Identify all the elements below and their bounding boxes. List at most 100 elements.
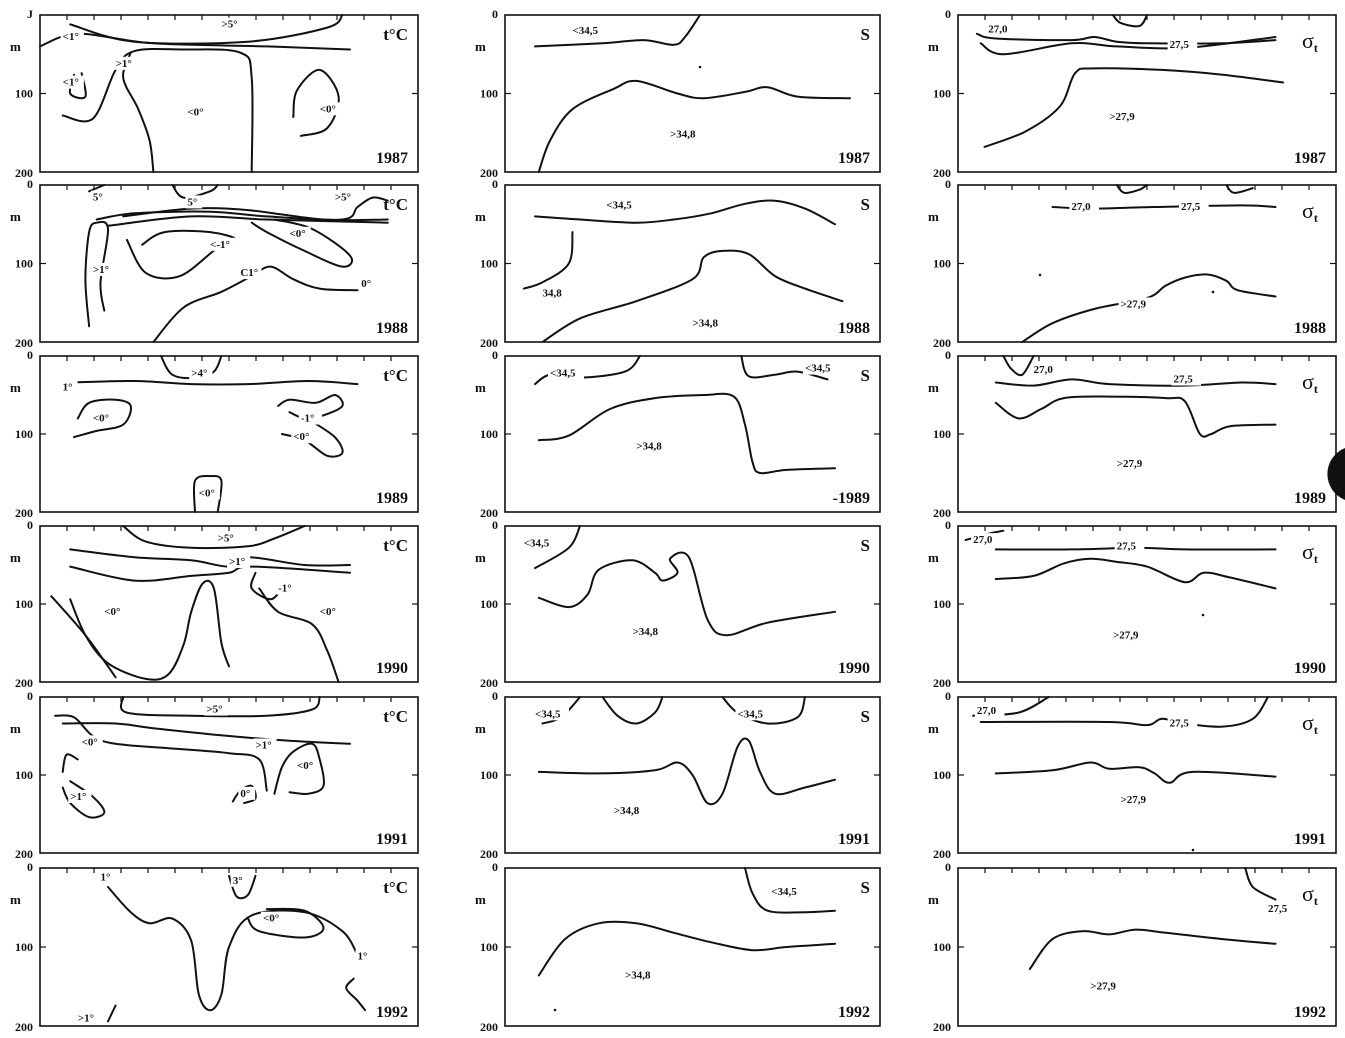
contour-label-mask — [60, 30, 84, 44]
contour-label-mask — [1114, 456, 1151, 470]
contour-label: <0° — [82, 736, 98, 748]
contour-line — [983, 67, 1285, 148]
depth-unit-label: m — [475, 380, 486, 395]
panel-year-label: 1992 — [1294, 1004, 1326, 1021]
panel-year-label: 1991 — [1294, 831, 1326, 848]
contour-line — [975, 32, 1277, 45]
contour-line — [95, 196, 389, 221]
depth-tick-200: 200 — [15, 676, 33, 690]
contour-label: >5° — [206, 704, 222, 716]
contour-line — [61, 722, 351, 745]
contour-label: <34,5 — [738, 708, 764, 720]
panel-year-label: 1988 — [1294, 320, 1326, 337]
depth-tick-200: 200 — [480, 506, 498, 520]
depth-tick-100: 100 — [15, 427, 33, 441]
panel-frame — [504, 525, 881, 683]
temperature-label: t°C — [383, 536, 408, 555]
contour-label-mask — [533, 707, 569, 721]
panel-frame — [957, 867, 1337, 1027]
depth-tick-100: 100 — [933, 87, 951, 101]
contour-label: >27,9 — [1090, 981, 1116, 993]
contour-label: 27,0 — [1071, 201, 1091, 213]
contour-label-mask — [253, 738, 277, 752]
depth-tick-100: 100 — [15, 257, 33, 271]
contour-label-mask — [90, 411, 115, 425]
depth-tick-100: 100 — [480, 257, 498, 271]
contour-label: <34,5 — [771, 886, 797, 898]
contour-label-mask — [60, 380, 78, 394]
contour-label: <34,5 — [606, 200, 632, 212]
depth-tick-0: 0 — [492, 860, 498, 874]
contour-label: <0° — [199, 487, 215, 499]
panel-1988-sigma-t: 0 100 200 m σt 1988 27,0 27,5 >27,9 — [928, 177, 1337, 350]
contour-label-mask — [75, 1011, 99, 1025]
contour-label-mask — [185, 195, 203, 209]
temperature-label: t°C — [383, 195, 408, 214]
contour-label: <34,5 — [524, 537, 550, 549]
contour-line — [534, 525, 581, 570]
depth-unit-label: m — [928, 892, 939, 907]
depth-unit-label: m — [475, 721, 486, 736]
contour-label: <0° — [320, 606, 336, 618]
salinity-label: S — [861, 25, 870, 44]
scan-speck — [698, 65, 702, 69]
contour-line — [537, 392, 836, 475]
sigma-t-label: σt — [1302, 369, 1318, 396]
panel-year-label: 1991 — [838, 831, 870, 848]
scan-speck — [1201, 613, 1205, 617]
sigma-t-label: σt — [1302, 710, 1318, 737]
depth-unit-label: m — [10, 209, 21, 224]
contour-label-mask — [1088, 979, 1125, 993]
panel-year-label: 1992 — [376, 1004, 408, 1021]
contour-line — [61, 753, 79, 773]
contour-label: <34,5 — [805, 363, 831, 375]
contour-label-mask — [68, 789, 92, 803]
contour-label-mask — [974, 704, 1005, 718]
scan-speck — [1038, 273, 1042, 277]
contour-label-mask — [276, 581, 300, 595]
depth-tick-100: 100 — [933, 940, 951, 954]
contour-label-mask — [238, 786, 256, 800]
panel-year-label: 1990 — [838, 660, 870, 677]
contour-line — [1244, 867, 1277, 901]
contour-line — [107, 215, 389, 227]
depth-tick-100: 100 — [933, 427, 951, 441]
contour-line — [345, 977, 367, 1012]
salinity-label: S — [861, 195, 870, 214]
depth-tick-100: 100 — [480, 597, 498, 611]
panel-1991-salinity: 0 100 200 m S 1991 <34,5 <34,5 >34,8 — [475, 689, 881, 861]
contour-label: 27,0 — [988, 23, 1008, 35]
contour-line — [84, 220, 110, 328]
contour-label: 1° — [100, 872, 110, 884]
panel-1987-salinity: 0 100 200 m S 1987 <34,5 >34,8 — [475, 7, 881, 180]
depth-tick-0: 0 — [492, 7, 498, 21]
depth-unit-label: m — [10, 380, 21, 395]
contour-line — [994, 557, 1277, 590]
contour-label: 5° — [187, 196, 197, 208]
contour-label-mask — [521, 536, 558, 550]
panel-1990-temperature: 0 100 200 m t°C 1990 >5° >1° -1° <0° <0° — [10, 518, 419, 690]
depth-tick-200: 200 — [15, 336, 33, 350]
contour-label-mask — [98, 870, 116, 884]
depth-tick-100: 100 — [480, 427, 498, 441]
depth-tick-0: 0 — [492, 689, 498, 703]
contour-label-mask — [623, 968, 659, 982]
contour-label: 34,8 — [543, 287, 563, 299]
panel-year-label: 1988 — [838, 320, 870, 337]
contour-line — [744, 867, 836, 914]
contour-label: <34,5 — [550, 367, 576, 379]
contour-label: <-1° — [210, 239, 230, 251]
contour-label: C1° — [240, 267, 258, 279]
depth-tick-0: 0 — [945, 177, 951, 191]
depth-tick-200: 200 — [480, 1020, 498, 1034]
contour-label-mask — [1179, 200, 1209, 214]
panel-frame — [39, 696, 419, 854]
depth-tick-200: 200 — [480, 676, 498, 690]
contour-label: 1° — [63, 381, 73, 393]
contour-label-mask — [1171, 372, 1202, 386]
depth-tick-0: 0 — [27, 689, 33, 703]
depth-tick-100: 100 — [480, 768, 498, 782]
depth-tick-0: 0 — [27, 518, 33, 532]
panel-frame — [957, 355, 1337, 513]
